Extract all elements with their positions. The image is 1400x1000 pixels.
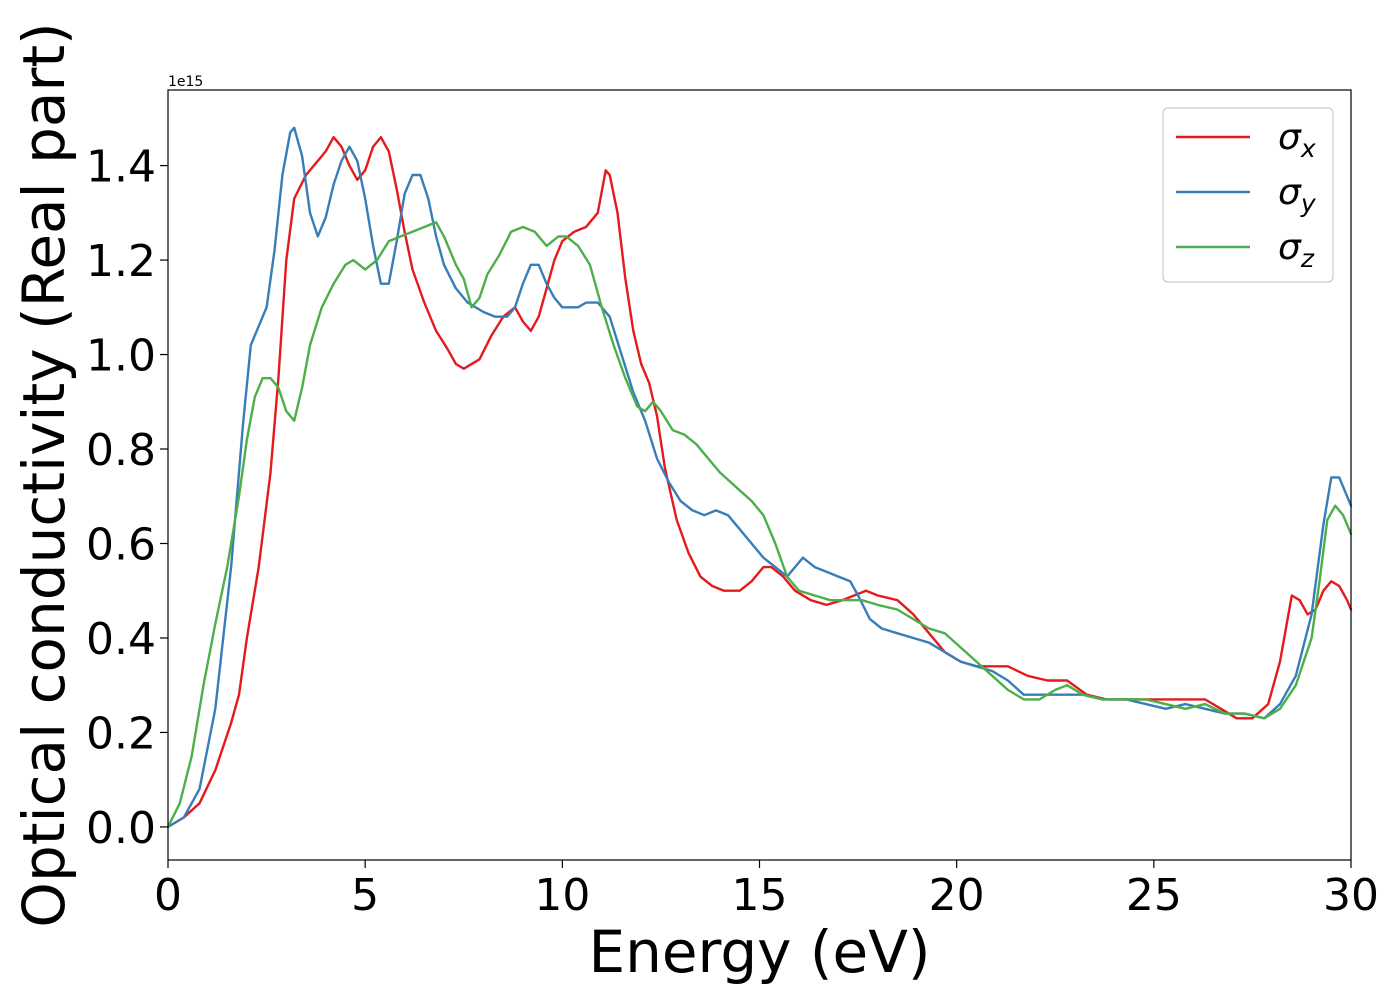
x-tick-label: 20 (929, 870, 985, 921)
x-tick-label: 25 (1126, 870, 1182, 921)
y-tick-label: 1.2 (86, 236, 156, 287)
y-axis-label: Optical conductivity (Real part) (10, 22, 78, 927)
x-tick-label: 5 (351, 870, 379, 921)
legend-label-y: σy (1278, 172, 1317, 218)
legend-label-x: σx (1278, 117, 1316, 163)
legend-box (1162, 107, 1334, 283)
x-tick-label: 30 (1323, 870, 1379, 921)
legend: σx σy σz (1162, 107, 1334, 283)
legend-label-z: σz (1278, 227, 1315, 273)
x-axis-label: Energy (eV) (588, 918, 930, 986)
x-tick-label: 10 (534, 870, 590, 921)
x-tick-label: 15 (732, 870, 788, 921)
x-axis-ticks: 0 5 10 15 20 25 30 (154, 860, 1379, 921)
x-tick-label: 0 (154, 870, 182, 921)
y-tick-label: 0.6 (86, 519, 156, 570)
y-tick-label: 1.0 (86, 331, 156, 382)
y-tick-label: 0.2 (86, 708, 156, 759)
series-line-z (166, 221, 1353, 829)
plot-lines (166, 126, 1353, 829)
y-offset-text: 1e15 (168, 74, 203, 90)
y-tick-label: 0.8 (86, 425, 156, 476)
y-tick-label: 0.4 (86, 614, 156, 665)
y-axis-ticks: 0.0 0.2 0.4 0.6 0.8 1.0 1.2 1.4 (86, 142, 168, 854)
y-tick-label: 0.0 (86, 803, 156, 854)
y-tick-label: 1.4 (86, 142, 156, 193)
legend-entries: σx σy σz (1176, 117, 1317, 273)
